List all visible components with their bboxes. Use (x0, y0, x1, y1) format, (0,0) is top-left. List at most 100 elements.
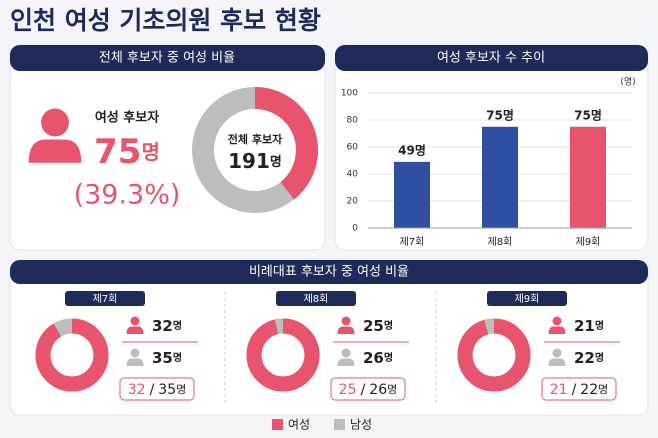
chart-title: 여성 후보자 수 추이 (437, 51, 545, 66)
round-label: 제9회 (515, 293, 540, 305)
x-tick-label: 제7회 (400, 236, 425, 248)
count: 26명 (363, 349, 393, 367)
count-summary: 25/26명 (339, 382, 398, 398)
y-tick-label: 40 (347, 170, 359, 180)
female-label: 여성 후보자 (95, 110, 159, 126)
count-summary: 21/22명 (550, 382, 609, 398)
count: 22명 (574, 349, 604, 367)
person-icon (28, 108, 82, 163)
axis-unit: (명) (620, 77, 635, 88)
total-caption: 전체 후보자 (228, 132, 283, 146)
page-title: 인천 여성 기초의원 후보 현황 (10, 6, 321, 35)
round-tag (487, 291, 567, 306)
panel-header (335, 45, 648, 71)
legend-swatch (272, 419, 283, 430)
number: 25 (363, 317, 384, 335)
unit: 명 (384, 351, 393, 364)
y-tick-label: 100 (341, 89, 358, 99)
unit: 명 (387, 383, 397, 396)
total-count: 191명 (228, 149, 282, 173)
count: 25명 (363, 317, 393, 335)
legend-swatch (334, 419, 345, 430)
icon-head (552, 316, 562, 326)
icon-head (130, 348, 140, 358)
number: 25 (339, 382, 357, 398)
unit: 명 (141, 140, 159, 164)
unit: 명 (173, 351, 182, 364)
panel-header (10, 45, 325, 71)
value-label: 75명 (574, 108, 602, 122)
number: 35 (152, 349, 173, 367)
unit: 명 (595, 319, 604, 332)
icon-body (126, 326, 144, 334)
icon-head (130, 316, 140, 326)
number: 35 (158, 382, 176, 398)
panel-header (10, 260, 648, 284)
number: 191 (228, 149, 270, 173)
y-tick-label: 20 (347, 197, 359, 207)
icon-body (28, 139, 82, 163)
icon-head (341, 348, 351, 358)
icon-head (552, 348, 562, 358)
legend-label: 남성 (350, 418, 372, 432)
count: 32명 (152, 317, 182, 335)
icon-body (126, 358, 144, 366)
unit: 명 (384, 319, 393, 332)
count-box (119, 377, 195, 401)
donut-arc (457, 318, 531, 392)
icon-head (341, 316, 351, 326)
round-tag (276, 291, 356, 306)
person-icon (337, 316, 355, 334)
number: 21 (550, 382, 568, 398)
x-tick-label: 제9회 (576, 236, 601, 248)
icon-body (548, 358, 566, 366)
slash: / (361, 382, 366, 398)
person-icon (548, 348, 566, 366)
count-summary: 32/35명 (128, 382, 187, 398)
number: 32 (152, 317, 173, 335)
icon-body (548, 326, 566, 334)
bar (482, 126, 518, 228)
number: 26 (363, 349, 384, 367)
unit: 명 (270, 154, 282, 170)
slash: / (150, 382, 155, 398)
number: 22 (580, 382, 598, 398)
unit: 명 (176, 383, 186, 396)
female-count: 75명 (94, 132, 160, 172)
y-tick-label: 0 (352, 224, 358, 234)
person-icon (126, 316, 144, 334)
slash: / (572, 382, 577, 398)
share-label: 91.4% (53, 349, 91, 363)
count-box (330, 377, 406, 401)
number: 21 (574, 317, 595, 335)
icon-body (337, 326, 355, 334)
y-tick-label: 60 (347, 143, 359, 153)
donut-arc (192, 87, 318, 213)
legend-label: 여성 (288, 418, 310, 432)
donut-arc (35, 318, 109, 392)
unit: 명 (595, 351, 604, 364)
bar (570, 126, 606, 228)
female-share: (39.3%) (74, 180, 181, 211)
donut-arc (246, 318, 320, 392)
round-tag (65, 291, 145, 306)
number: 22 (574, 349, 595, 367)
icon-head (41, 108, 69, 137)
share-label: 95.5% (475, 349, 513, 363)
icon-body (337, 358, 355, 366)
number: 26 (369, 382, 387, 398)
unit: 명 (598, 383, 608, 396)
count-box (541, 377, 617, 401)
number: 75 (94, 132, 141, 172)
value-label: 75명 (486, 108, 514, 122)
panel-title: 전체 후보자 중 여성 비율 (99, 51, 235, 66)
count: 21명 (574, 317, 604, 335)
value-label: 49명 (398, 143, 426, 157)
person-icon (548, 316, 566, 334)
bar (394, 161, 430, 228)
share-label: 96.2% (264, 349, 302, 363)
y-tick-label: 80 (347, 116, 359, 126)
person-icon (337, 348, 355, 366)
round-label: 제8회 (304, 293, 329, 305)
